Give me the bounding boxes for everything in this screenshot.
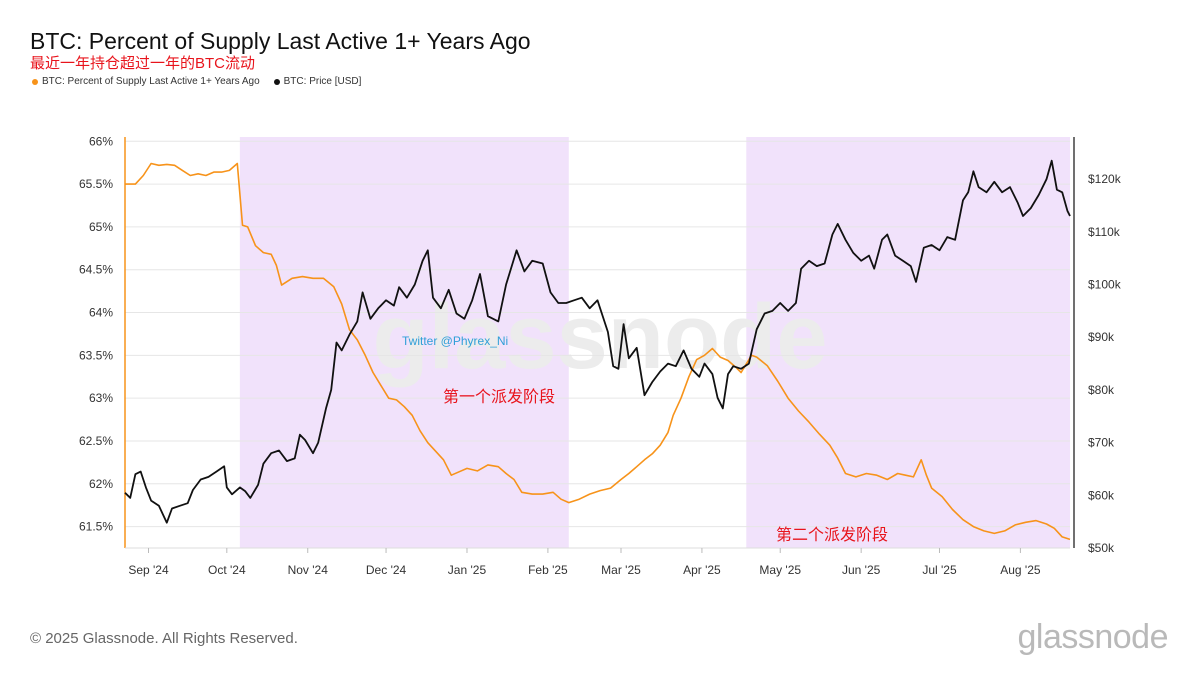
y-right-tick-label: $50k: [1088, 541, 1115, 555]
annotation-second-distribution: 第二个派发阶段: [776, 526, 888, 544]
x-tick-label: Dec '24: [366, 563, 407, 577]
chart-legend: BTC: Percent of Supply Last Active 1+ Ye…: [32, 76, 361, 87]
y-left-tick-label: 66%: [89, 134, 113, 148]
y-right-tick-label: $120k: [1088, 172, 1122, 186]
legend-label-price: BTC: Price [USD]: [283, 76, 362, 87]
legend-item-supply[interactable]: BTC: Percent of Supply Last Active 1+ Ye…: [32, 76, 260, 87]
x-tick-label: Sep '24: [128, 563, 169, 577]
chart-subtitle: 最近一年持仓超过一年的BTC流动: [30, 55, 256, 72]
y-left-tick-label: 62.5%: [79, 434, 113, 448]
y-left-tick-label: 65.5%: [79, 177, 113, 191]
y-left-tick-label: 64%: [89, 306, 113, 320]
y-left-tick-label: 65%: [89, 220, 113, 234]
y-right-tick-label: $60k: [1088, 488, 1115, 502]
x-tick-label: May '25: [759, 563, 801, 577]
legend-label-supply: BTC: Percent of Supply Last Active 1+ Ye…: [42, 76, 260, 87]
x-tick-label: Jun '25: [842, 563, 881, 577]
y-left-tick-label: 64.5%: [79, 263, 113, 277]
x-tick-label: Feb '25: [528, 563, 568, 577]
x-tick-label: Jul '25: [922, 563, 957, 577]
y-right-tick-label: $90k: [1088, 330, 1115, 344]
x-tick-label: Aug '25: [1000, 563, 1041, 577]
glassnode-logo: glassnode: [1017, 618, 1168, 656]
y-right-tick-label: $70k: [1088, 436, 1115, 450]
y-right-tick-label: $80k: [1088, 383, 1115, 397]
chart-title: BTC: Percent of Supply Last Active 1+ Ye…: [30, 28, 531, 54]
annotation-first-distribution: 第一个派发阶段: [443, 388, 555, 406]
series-line-supply: [125, 162, 1071, 541]
x-tick-label: Nov '24: [288, 563, 329, 577]
twitter-handle: Twitter @Phyrex_Ni: [402, 334, 508, 348]
x-tick-label: Oct '24: [208, 563, 246, 577]
x-tick-label: Apr '25: [683, 563, 721, 577]
copyright-footer: © 2025 Glassnode. All Rights Reserved.: [30, 630, 298, 647]
shaded-region-2: [746, 137, 1070, 548]
x-tick-label: Mar '25: [601, 563, 641, 577]
legend-swatch-price: [273, 78, 280, 85]
series-line-price: [124, 159, 1071, 524]
watermark-text: glassnode: [372, 286, 827, 388]
legend-item-price[interactable]: BTC: Price [USD]: [273, 76, 362, 87]
y-right-tick-label: $100k: [1088, 278, 1122, 292]
y-left-tick-label: 63.5%: [79, 348, 113, 362]
y-left-tick-label: 62%: [89, 477, 113, 491]
x-tick-label: Jan '25: [448, 563, 487, 577]
y-left-tick-label: 61.5%: [79, 520, 113, 534]
legend-swatch-supply: [32, 78, 38, 85]
y-right-tick-label: $110k: [1088, 225, 1121, 239]
y-left-tick-label: 63%: [89, 391, 113, 405]
